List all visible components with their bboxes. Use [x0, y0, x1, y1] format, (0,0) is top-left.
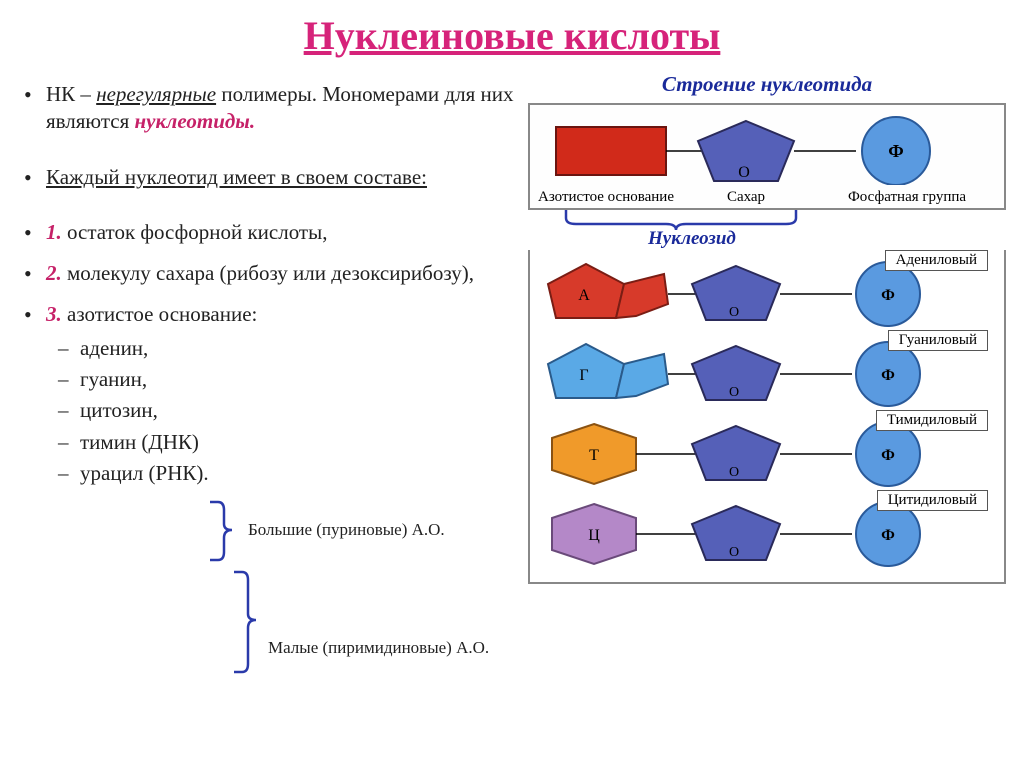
- base-list: аденин, гуанин, цитозин, тимин (ДНК) ура…: [46, 335, 528, 487]
- nucleotide-name: Тимидиловый: [876, 410, 988, 431]
- bullet-num-1: 1. остаток фосфорной кислоты,: [18, 219, 528, 246]
- bracket-purines-icon: [206, 498, 246, 564]
- svg-text:О: О: [738, 164, 750, 181]
- right-column: Строение нуклеотида О Ф Азотистое основа…: [528, 67, 1006, 584]
- structure-title: Строение нуклеотида: [528, 72, 1006, 97]
- bracket-pyrimidines-icon: [230, 568, 270, 676]
- svg-text:Ф: Ф: [888, 141, 903, 161]
- nucleotide-name: Цитидиловый: [877, 490, 988, 511]
- svg-text:Ф: Ф: [881, 447, 895, 464]
- bullet-2: Каждый нуклеотид имеет в своем составе:: [18, 164, 528, 191]
- bullet-num-2: 2. молекулу сахара (рибозу или дезоксири…: [18, 260, 528, 287]
- svg-text:Ф: Ф: [881, 527, 895, 544]
- svg-text:Ф: Ф: [881, 287, 895, 304]
- nucleotide-name: Адениловый: [885, 250, 988, 271]
- bullet-num-3: 3. азотистое основание: аденин, гуанин, …: [18, 301, 528, 487]
- nucleotide-row: Тимидиловый Т О Ф: [536, 416, 998, 492]
- bullet-1: НК – нерегулярные полимеры. Мономерами д…: [18, 81, 528, 136]
- nukleozid-label: Нуклеозид: [528, 228, 1006, 250]
- annot-purines: Большие (пуриновые) А.О.: [248, 520, 445, 540]
- svg-text:О: О: [729, 465, 739, 480]
- nucleotide-row: Адениловый А О Ф: [536, 256, 998, 332]
- svg-text:О: О: [729, 305, 739, 320]
- nucleotide-structure-diagram: О Ф Азотистое основание Сахар Фосфатная …: [528, 103, 1006, 210]
- svg-text:О: О: [729, 385, 739, 400]
- svg-text:Ф: Ф: [881, 367, 895, 384]
- svg-text:Ц: Ц: [588, 527, 600, 544]
- svg-text:Г: Г: [579, 367, 588, 384]
- left-column: НК – нерегулярные полимеры. Мономерами д…: [18, 67, 528, 584]
- svg-text:Т: Т: [589, 447, 599, 464]
- annot-pyrimidines: Малые (пиримидиновые) А.О.: [268, 638, 489, 658]
- nucleotide-rows: Адениловый А О Ф Гуаниловый Г О Ф Тими: [528, 250, 1006, 584]
- nucleotide-row: Гуаниловый Г О Ф: [536, 336, 998, 412]
- svg-text:А: А: [578, 287, 590, 304]
- diagram-labels: Азотистое основание Сахар Фосфатная груп…: [536, 189, 998, 206]
- page-title: Нуклеиновые кислоты: [0, 0, 1024, 67]
- nucleotide-name: Гуаниловый: [888, 330, 988, 351]
- svg-text:О: О: [729, 545, 739, 560]
- nucleotide-row: Цитидиловый Ц О Ф: [536, 496, 998, 572]
